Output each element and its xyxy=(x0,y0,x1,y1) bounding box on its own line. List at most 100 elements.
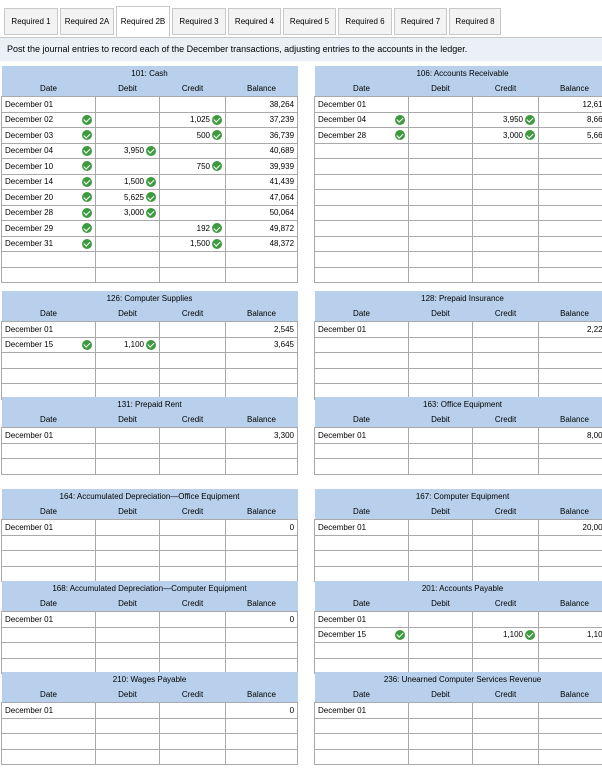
debit-cell[interactable]: 3,000 xyxy=(95,204,160,221)
date-cell[interactable]: December 01 xyxy=(1,321,96,338)
tab-required-3[interactable]: Required 3 xyxy=(172,8,226,35)
empty-credit-cell[interactable] xyxy=(159,748,226,765)
debit-cell[interactable]: 1,500 xyxy=(95,173,160,190)
credit-cell[interactable] xyxy=(472,427,539,444)
empty-debit-cell[interactable] xyxy=(408,534,473,551)
empty-debit-cell[interactable] xyxy=(408,220,473,237)
date-cell[interactable]: December 29 xyxy=(1,220,96,237)
date-cell[interactable]: December 01 xyxy=(314,519,409,536)
empty-debit-cell[interactable] xyxy=(408,266,473,283)
tab-required-1[interactable]: Required 1 xyxy=(4,8,58,35)
debit-cell[interactable] xyxy=(95,111,160,128)
empty-date-cell[interactable] xyxy=(1,550,96,567)
debit-cell[interactable]: 5,625 xyxy=(95,189,160,206)
empty-credit-cell[interactable] xyxy=(159,550,226,567)
empty-credit-cell[interactable] xyxy=(159,352,226,369)
date-cell[interactable]: December 01 xyxy=(1,427,96,444)
credit-cell[interactable] xyxy=(159,142,226,159)
empty-debit-cell[interactable] xyxy=(408,442,473,459)
empty-date-cell[interactable] xyxy=(1,458,96,475)
empty-credit-cell[interactable] xyxy=(472,442,539,459)
empty-debit-cell[interactable] xyxy=(408,717,473,734)
empty-debit-cell[interactable] xyxy=(408,367,473,384)
empty-date-cell[interactable] xyxy=(314,173,409,190)
empty-debit-cell[interactable] xyxy=(95,748,160,765)
empty-credit-cell[interactable] xyxy=(472,733,539,750)
date-cell[interactable]: December 20 xyxy=(1,189,96,206)
empty-debit-cell[interactable] xyxy=(408,336,473,353)
empty-debit-cell[interactable] xyxy=(408,204,473,221)
empty-debit-cell[interactable] xyxy=(408,142,473,159)
empty-date-cell[interactable] xyxy=(1,733,96,750)
date-cell[interactable]: December 04 xyxy=(1,142,96,159)
empty-date-cell[interactable] xyxy=(314,565,409,582)
empty-date-cell[interactable] xyxy=(1,717,96,734)
date-cell[interactable]: December 02 xyxy=(1,111,96,128)
debit-cell[interactable] xyxy=(95,427,160,444)
empty-credit-cell[interactable] xyxy=(472,173,539,190)
empty-credit-cell[interactable] xyxy=(159,626,226,643)
empty-credit-cell[interactable] xyxy=(472,642,539,659)
empty-credit-cell[interactable] xyxy=(472,266,539,283)
date-cell[interactable]: December 01 xyxy=(1,611,96,628)
debit-cell[interactable] xyxy=(95,96,160,113)
empty-date-cell[interactable] xyxy=(314,189,409,206)
credit-cell[interactable] xyxy=(159,336,226,353)
empty-debit-cell[interactable] xyxy=(95,251,160,268)
empty-debit-cell[interactable] xyxy=(95,442,160,459)
debit-cell[interactable] xyxy=(408,127,473,144)
empty-debit-cell[interactable] xyxy=(408,251,473,268)
tab-required-8[interactable]: Required 8 xyxy=(449,8,501,35)
empty-debit-cell[interactable] xyxy=(408,565,473,582)
date-cell[interactable]: December 31 xyxy=(1,235,96,252)
credit-cell[interactable]: 1,100 xyxy=(472,626,539,643)
debit-cell[interactable] xyxy=(408,111,473,128)
empty-date-cell[interactable] xyxy=(314,717,409,734)
empty-date-cell[interactable] xyxy=(1,626,96,643)
empty-date-cell[interactable] xyxy=(314,158,409,175)
empty-credit-cell[interactable] xyxy=(159,534,226,551)
empty-date-cell[interactable] xyxy=(314,220,409,237)
tab-required-7[interactable]: Required 7 xyxy=(394,8,447,35)
empty-debit-cell[interactable] xyxy=(408,235,473,252)
empty-date-cell[interactable] xyxy=(1,251,96,268)
empty-credit-cell[interactable] xyxy=(159,717,226,734)
empty-debit-cell[interactable] xyxy=(95,266,160,283)
credit-cell[interactable]: 500 xyxy=(159,127,226,144)
empty-debit-cell[interactable] xyxy=(95,550,160,567)
empty-debit-cell[interactable] xyxy=(408,458,473,475)
empty-debit-cell[interactable] xyxy=(95,565,160,582)
credit-cell[interactable] xyxy=(159,204,226,221)
empty-credit-cell[interactable] xyxy=(159,442,226,459)
empty-credit-cell[interactable] xyxy=(472,717,539,734)
empty-debit-cell[interactable] xyxy=(95,534,160,551)
empty-credit-cell[interactable] xyxy=(472,158,539,175)
empty-debit-cell[interactable] xyxy=(95,717,160,734)
debit-cell[interactable] xyxy=(95,519,160,536)
empty-date-cell[interactable] xyxy=(314,251,409,268)
empty-credit-cell[interactable] xyxy=(159,266,226,283)
date-cell[interactable]: December 28 xyxy=(1,204,96,221)
empty-credit-cell[interactable] xyxy=(472,251,539,268)
credit-cell[interactable] xyxy=(159,427,226,444)
empty-date-cell[interactable] xyxy=(314,534,409,551)
empty-date-cell[interactable] xyxy=(1,642,96,659)
date-cell[interactable]: December 04 xyxy=(314,111,409,128)
empty-debit-cell[interactable] xyxy=(95,733,160,750)
empty-debit-cell[interactable] xyxy=(408,733,473,750)
empty-debit-cell[interactable] xyxy=(408,158,473,175)
debit-cell[interactable] xyxy=(408,427,473,444)
credit-cell[interactable]: 3,950 xyxy=(472,111,539,128)
debit-cell[interactable] xyxy=(408,611,473,628)
date-cell[interactable]: December 28 xyxy=(314,127,409,144)
credit-cell[interactable]: 192 xyxy=(159,220,226,237)
empty-date-cell[interactable] xyxy=(314,352,409,369)
tab-required-2a[interactable]: Required 2A xyxy=(60,8,114,35)
empty-credit-cell[interactable] xyxy=(472,189,539,206)
tab-required-2b[interactable]: Required 2B xyxy=(116,6,170,37)
date-cell[interactable]: December 14 xyxy=(1,173,96,190)
credit-cell[interactable] xyxy=(159,173,226,190)
empty-date-cell[interactable] xyxy=(1,266,96,283)
debit-cell[interactable] xyxy=(95,702,160,719)
empty-date-cell[interactable] xyxy=(314,458,409,475)
